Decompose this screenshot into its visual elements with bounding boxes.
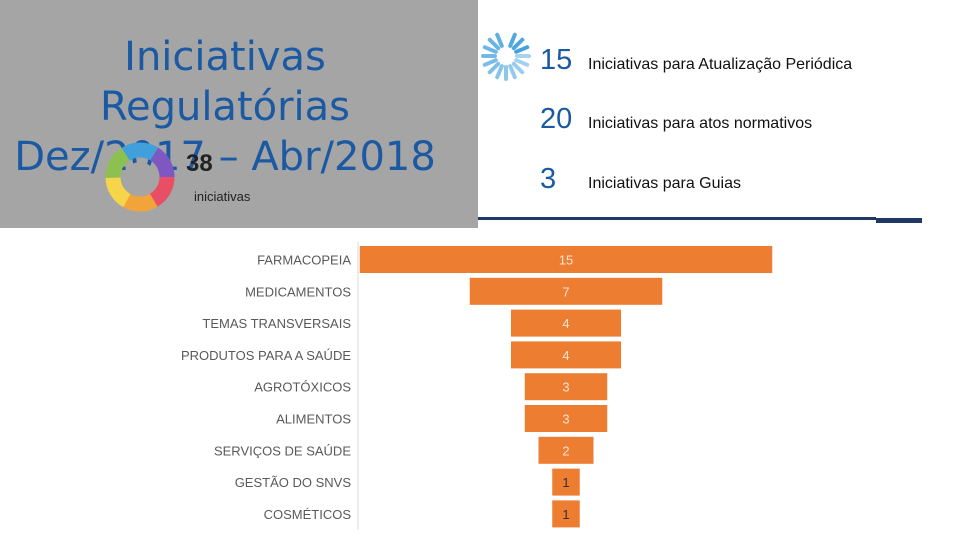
spinner-spoke bbox=[487, 37, 501, 51]
stat-row-guides: 3 Iniciativas para Guias bbox=[540, 163, 741, 203]
color-donut-icon bbox=[105, 142, 175, 212]
category-label: AGROTÓXICOS bbox=[254, 380, 351, 395]
bar-value-label: 4 bbox=[562, 316, 569, 331]
bar-value-label: 15 bbox=[559, 253, 573, 268]
spinner-spoke bbox=[487, 61, 501, 75]
bar-value-label: 1 bbox=[562, 475, 569, 490]
spinner-spoke bbox=[495, 64, 504, 80]
section-divider-accent bbox=[876, 218, 922, 223]
stat-value: 15 bbox=[540, 44, 573, 76]
category-label: SERVIÇOS DE SAÚDE bbox=[214, 443, 351, 458]
loading-spinner-icon bbox=[481, 32, 531, 81]
funnel-bar bbox=[359, 246, 773, 273]
funnel-bar bbox=[552, 500, 580, 528]
title-line-1: Iniciativas bbox=[124, 34, 326, 80]
bar-value-label: 7 bbox=[562, 284, 569, 299]
stat-row-normative: 20 Iniciativas para atos normativos bbox=[540, 103, 812, 143]
bar-value-label: 1 bbox=[562, 507, 569, 522]
funnel-bar bbox=[552, 468, 580, 496]
bar-value-label: 3 bbox=[562, 412, 569, 427]
funnel-bar bbox=[511, 341, 621, 369]
stat-value: 3 bbox=[540, 163, 557, 195]
spinner-spoke bbox=[482, 45, 498, 54]
stat-value: 20 bbox=[540, 103, 573, 135]
total-count: 38 bbox=[186, 150, 213, 177]
spinner-spoke bbox=[508, 32, 517, 48]
section-divider bbox=[478, 217, 876, 220]
category-label: PRODUTOS PARA A SAÚDE bbox=[181, 348, 351, 363]
stat-label: Iniciativas para Guias bbox=[588, 175, 741, 192]
total-label: iniciativas bbox=[194, 189, 251, 204]
spinner-spoke bbox=[514, 58, 530, 67]
funnel-bar bbox=[524, 405, 608, 432]
spinner-spoke bbox=[511, 37, 525, 51]
stat-label: Iniciativas para atos normativos bbox=[588, 115, 813, 132]
spinner-spoke bbox=[508, 64, 517, 80]
stat-row-periodic: 15 Iniciativas para Atualização Periódic… bbox=[540, 44, 852, 84]
funnel-bar bbox=[469, 277, 663, 305]
category-label: TEMAS TRANSVERSAIS bbox=[202, 316, 351, 331]
funnel-bar bbox=[538, 436, 594, 464]
spinner-spoke bbox=[482, 58, 498, 67]
category-label: GESTÃO DO SNVS bbox=[235, 475, 352, 490]
category-label: MEDICAMENTOS bbox=[245, 284, 351, 299]
funnel-bar bbox=[511, 309, 621, 337]
title-line-3: Dez/2017 – Abr/2018 bbox=[14, 134, 436, 180]
funnel-bar-chart: 15 FARMACOPEIA 7 MEDICAMENTOS 4 TEMAS TRANSVE… bbox=[181, 242, 773, 530]
bar-value-label: 3 bbox=[562, 380, 569, 395]
funnel-bar bbox=[524, 373, 608, 401]
spinner-spoke bbox=[514, 45, 530, 54]
bar-value-label: 2 bbox=[562, 443, 569, 458]
bar-value-label: 4 bbox=[562, 348, 569, 363]
category-label: ALIMENTOS bbox=[276, 412, 351, 427]
header-panel bbox=[0, 0, 478, 228]
spinner-spoke bbox=[495, 32, 504, 48]
spinner-spoke bbox=[511, 61, 525, 75]
category-label: COSMÉTICOS bbox=[264, 507, 352, 522]
stat-label: Iniciativas para Atualização Periódica bbox=[588, 56, 853, 73]
category-label: FARMACOPEIA bbox=[257, 253, 351, 268]
title-line-2: Regulatórias bbox=[99, 84, 351, 130]
page-title: Iniciativas Regulatórias Dez/2017 – Abr/… bbox=[0, 32, 450, 182]
